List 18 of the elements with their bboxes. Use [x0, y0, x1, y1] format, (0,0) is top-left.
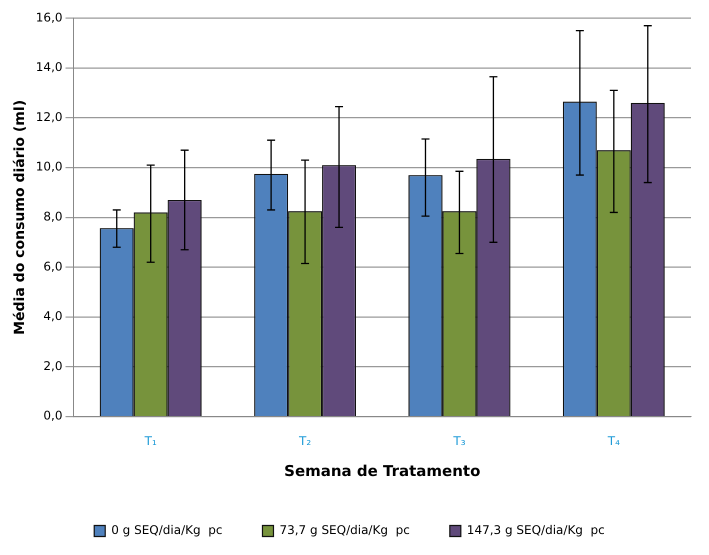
x-tick-label: T₄ — [606, 434, 620, 448]
legend-label: 147,3 g SEQ/dia/Kg pc — [466, 523, 605, 538]
x-axis-title: Semana de Tratamento — [284, 462, 480, 480]
y-tick-label: 8,0 — [43, 210, 63, 224]
y-tick-label: 14,0 — [36, 60, 63, 74]
x-tick-label: T₂ — [298, 434, 312, 448]
legend-label: 73,7 g SEQ/dia/Kg pc — [279, 523, 410, 538]
y-tick-label: 12,0 — [36, 110, 63, 124]
y-tick-label: 16,0 — [36, 10, 63, 24]
y-tick-label: 6,0 — [43, 259, 63, 274]
y-tick-label: 2,0 — [43, 358, 63, 373]
y-tick-label: 10,0 — [36, 160, 63, 174]
x-tick-label: T₁ — [144, 434, 157, 448]
y-tick-label: 0,0 — [43, 408, 63, 423]
y-axis-title: Média do consumo diário (ml) — [12, 100, 28, 335]
y-tick-label: 4,0 — [43, 309, 63, 324]
legend-label: 0 g SEQ/dia/Kg pc — [111, 523, 222, 538]
x-tick-label: T₃ — [452, 434, 466, 448]
